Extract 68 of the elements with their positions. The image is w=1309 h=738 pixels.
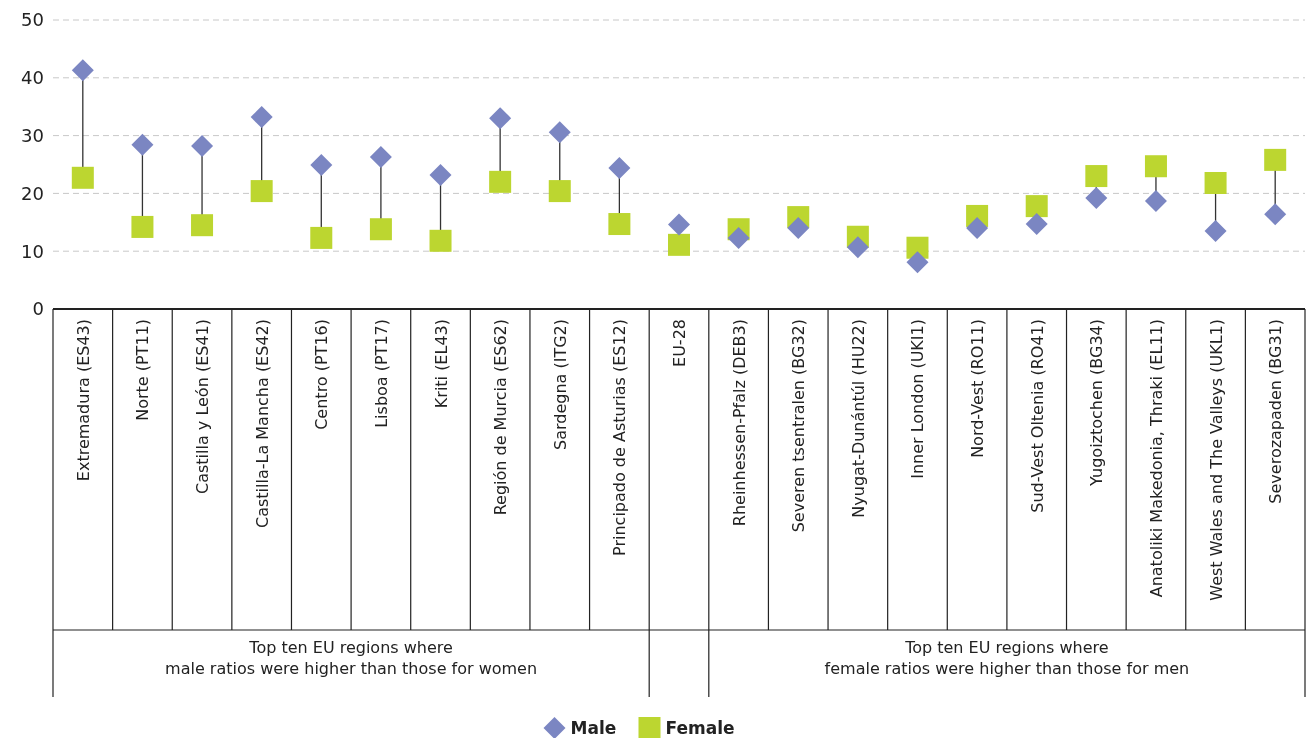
point — [1025, 195, 1048, 218]
point — [1025, 213, 1048, 236]
x-tick-label: Castilla y León (ES41) — [193, 319, 213, 494]
x-tick-label: Extremadura (ES43) — [73, 319, 93, 482]
x-tick-label: Región de Murcia (ES62) — [491, 319, 511, 516]
y-tick-label: 0 — [32, 298, 44, 320]
x-tick-label: Castilla-La Mancha (ES42) — [252, 319, 272, 528]
point — [71, 59, 94, 82]
x-tick-label: Centro (PT16) — [312, 319, 332, 430]
point — [1085, 165, 1108, 188]
point — [1204, 172, 1227, 194]
point — [1144, 189, 1167, 212]
point — [131, 133, 154, 156]
y-tick-label: 20 — [21, 182, 44, 204]
x-tick-label: West Wales and The Valleys (UKL1) — [1206, 319, 1226, 601]
point — [489, 170, 512, 193]
x-tick-label: Rheinhessen-Pfalz (DEB3) — [729, 319, 749, 527]
point — [668, 213, 690, 236]
y-tick-label: 30 — [21, 124, 44, 146]
point — [548, 121, 571, 144]
point — [787, 217, 810, 240]
point — [1204, 219, 1227, 242]
point — [310, 226, 333, 249]
legend-label: Male — [570, 717, 617, 738]
point — [250, 180, 273, 203]
text: Top ten EU regions where male ratios were higher than those for women — [165, 638, 538, 678]
point — [608, 213, 631, 236]
point — [608, 156, 631, 179]
point — [966, 217, 989, 240]
point — [668, 233, 690, 256]
x-tick-label: Lisboa (PT17) — [371, 319, 391, 428]
x-tick-label: Norte (PT11) — [133, 319, 153, 421]
point — [310, 154, 333, 177]
point — [906, 251, 929, 274]
point — [369, 145, 392, 168]
x-tick-label: Severozapaden (BG31) — [1266, 319, 1286, 504]
point — [369, 218, 392, 241]
x-tick-label: Kriti (EL43) — [431, 319, 451, 409]
y-tick-label: 10 — [21, 240, 44, 262]
point — [548, 180, 571, 203]
point — [1264, 148, 1287, 171]
x-tick-label: Principado de Asturias (ES12) — [610, 319, 630, 556]
y-tick-label: 40 — [21, 67, 44, 89]
point — [250, 106, 273, 129]
x-tick-label: EU-28 — [670, 319, 689, 367]
point — [131, 215, 154, 238]
legend-label: Female — [665, 717, 735, 738]
point — [1264, 203, 1287, 226]
point — [71, 166, 94, 189]
x-tick-label: Yugoiztochen (BG34) — [1087, 319, 1107, 487]
point — [191, 214, 214, 237]
point — [489, 107, 512, 130]
point — [191, 135, 214, 157]
x-tick-label: Anatoliki Makedonia, Thraki (EL11) — [1146, 319, 1166, 598]
x-tick-label: Inner London (UKI1) — [908, 319, 928, 479]
point — [429, 229, 452, 252]
y-tick-label: 50 — [21, 9, 44, 31]
point — [1085, 187, 1108, 210]
point — [846, 236, 869, 259]
x-tick-label: Nyugat-Dunántúl (HU22) — [848, 319, 868, 518]
x-tick-label: Nord-Vest (RO11) — [968, 319, 988, 458]
x-tick-label: Sud-Vest Oltenia (RO41) — [1027, 319, 1047, 513]
point — [429, 163, 452, 186]
x-tick-label: Sardegna (ITG2) — [550, 319, 570, 450]
point — [1144, 155, 1167, 178]
point — [727, 226, 750, 249]
text: Top ten EU regions where female ratios were higher than those for men — [824, 638, 1190, 678]
x-tick-label: Severen tsentralen (BG32) — [789, 319, 809, 533]
